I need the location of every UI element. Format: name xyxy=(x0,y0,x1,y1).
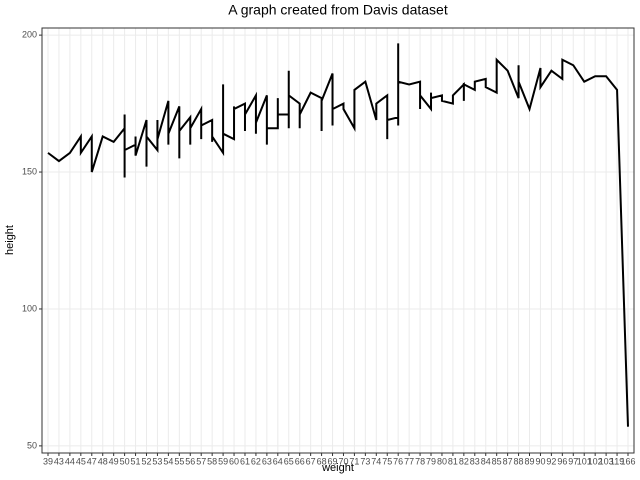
x-tick-label: 79 xyxy=(426,456,436,466)
x-tick-label: 47 xyxy=(87,456,97,466)
x-tick-label: 45 xyxy=(76,456,86,466)
x-tick-label: 39 xyxy=(43,456,53,466)
x-tick-label: 71 xyxy=(349,456,359,466)
x-tick-label: 80 xyxy=(437,456,447,466)
panel-border xyxy=(41,27,635,454)
x-tick-label: 57 xyxy=(196,456,206,466)
x-tick-label: 51 xyxy=(131,456,141,466)
x-tick-label: 59 xyxy=(218,456,228,466)
x-tick-label: 63 xyxy=(262,456,272,466)
x-tick-label: 89 xyxy=(525,456,535,466)
y-tick-label: 100 xyxy=(22,303,37,313)
x-tick-label: 119 xyxy=(610,456,624,466)
x-tick-label: 53 xyxy=(152,456,162,466)
x-tick-label: 166 xyxy=(620,456,635,466)
x-tick-label: 44 xyxy=(65,456,75,466)
x-axis-label: weight xyxy=(321,462,354,474)
y-axis-label: height xyxy=(4,225,16,255)
x-tick-label: 81 xyxy=(448,456,458,466)
x-tick-label: 48 xyxy=(98,456,108,466)
x-tick-label: 50 xyxy=(120,456,130,466)
x-tick-label: 87 xyxy=(503,456,513,466)
x-tick-label: 73 xyxy=(360,456,370,466)
x-tick-label: 75 xyxy=(382,456,392,466)
y-tick-label: 50 xyxy=(27,440,37,450)
x-tick-label: 85 xyxy=(492,456,502,466)
x-tick-label: 64 xyxy=(273,456,283,466)
x-tick-label: 43 xyxy=(54,456,64,466)
y-tick-label: 150 xyxy=(22,166,37,176)
x-tick-label: 76 xyxy=(393,456,403,466)
x-tick-label: 97 xyxy=(568,456,578,466)
x-tick-label: 101 xyxy=(577,456,592,466)
x-tick-label: 78 xyxy=(415,456,425,466)
x-tick-label: 60 xyxy=(229,456,239,466)
x-tick-label: 82 xyxy=(459,456,469,466)
data-line xyxy=(47,43,629,427)
x-tick-label: 55 xyxy=(174,456,184,466)
x-tick-label: 54 xyxy=(163,456,173,466)
x-tick-label: 96 xyxy=(557,456,567,466)
x-tick-label: 52 xyxy=(141,456,151,466)
x-tick-label: 68 xyxy=(317,456,327,466)
x-tick-label: 83 xyxy=(470,456,480,466)
x-tick-label: 102 xyxy=(588,456,603,466)
x-tick-label: 66 xyxy=(295,456,305,466)
x-tick-label: 49 xyxy=(109,456,119,466)
x-tick-label: 61 xyxy=(240,456,250,466)
chart-title: A graph created from Davis dataset xyxy=(228,2,448,18)
x-tick-label: 69 xyxy=(328,456,338,466)
x-tick-label: 77 xyxy=(404,456,414,466)
x-tick-label: 62 xyxy=(251,456,261,466)
x-tick-label: 88 xyxy=(514,456,524,466)
y-tick-label: 200 xyxy=(22,29,37,39)
x-tick-label: 90 xyxy=(535,456,545,466)
x-tick-label: 103 xyxy=(599,456,614,466)
x-tick-label: 74 xyxy=(371,456,381,466)
x-tick-label: 65 xyxy=(284,456,294,466)
x-tick-label: 70 xyxy=(338,456,348,466)
x-tick-label: 92 xyxy=(546,456,556,466)
x-tick-label: 67 xyxy=(306,456,316,466)
x-tick-label: 56 xyxy=(185,456,195,466)
x-tick-label: 84 xyxy=(481,456,491,466)
x-tick-label: 58 xyxy=(207,456,217,466)
